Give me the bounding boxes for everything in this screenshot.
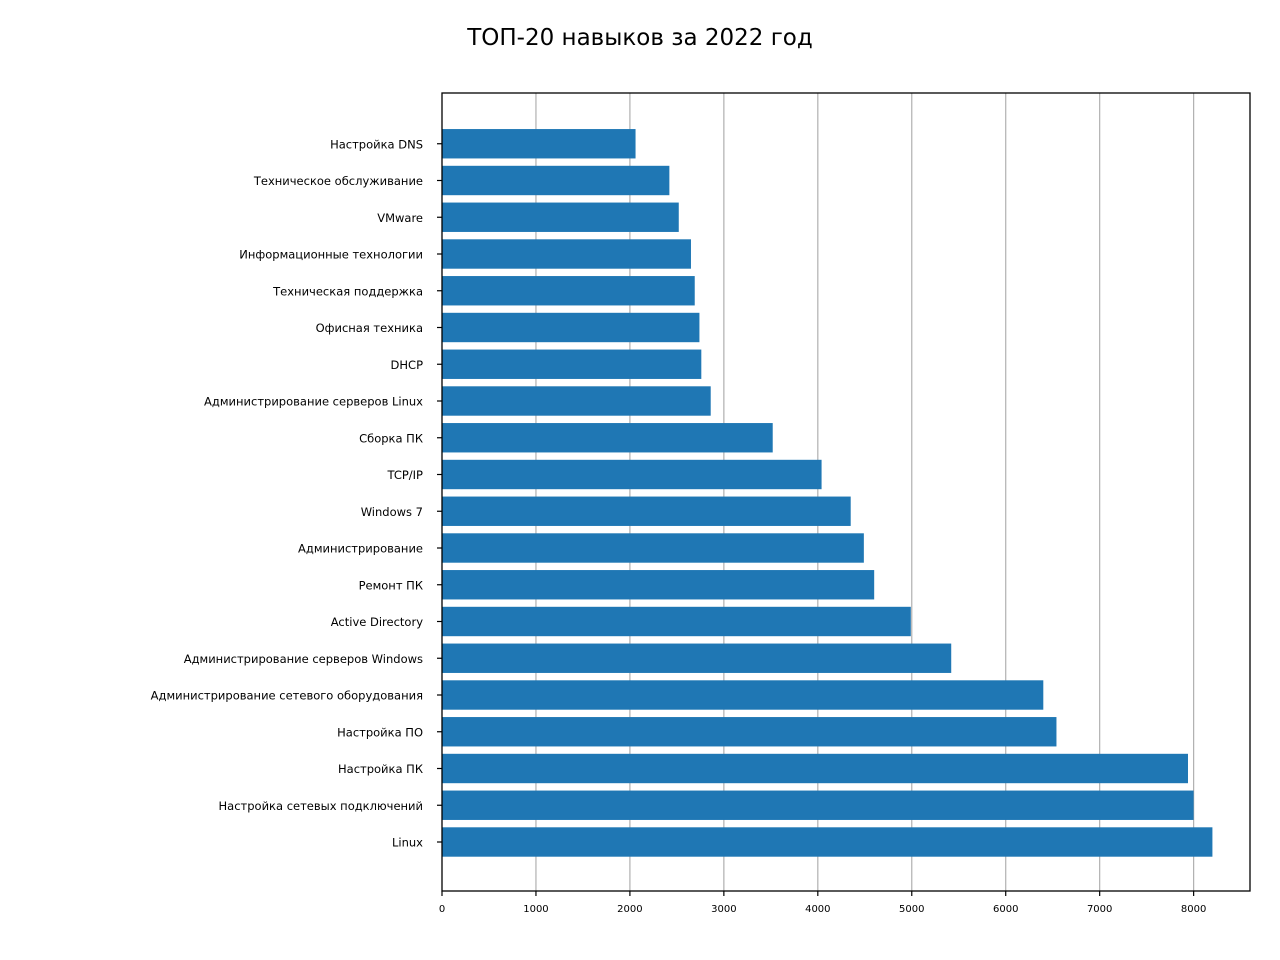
x-tick-label: 6000 bbox=[993, 904, 1018, 915]
bar bbox=[442, 570, 875, 600]
y-tick-label: TCP/IP bbox=[386, 468, 423, 482]
bar bbox=[442, 606, 911, 637]
y-axis-ticks: Linux Настройка сетевых подключений Настро… bbox=[151, 137, 442, 850]
bar bbox=[442, 753, 1188, 784]
y-tick-label: Windows 7 bbox=[361, 505, 423, 519]
y-tick-label: Информационные технологии bbox=[239, 248, 423, 262]
bar bbox=[442, 312, 700, 343]
y-tick-label: Linux bbox=[392, 836, 423, 850]
bar bbox=[442, 643, 952, 673]
y-tick-label: Настройка сетевых подключений bbox=[219, 799, 423, 813]
bar bbox=[442, 202, 679, 232]
bar bbox=[442, 680, 1044, 710]
bar bbox=[442, 386, 711, 416]
y-tick-label: Настройка ПК bbox=[338, 762, 423, 776]
y-tick-label: Администрирование серверов Linux bbox=[204, 395, 423, 409]
bar bbox=[442, 533, 864, 563]
bar bbox=[442, 496, 851, 526]
bar bbox=[442, 827, 1213, 857]
y-tick-label: DHCP bbox=[391, 358, 424, 372]
x-tick-label: 4000 bbox=[805, 904, 830, 915]
y-tick-label: Администрирование серверов Windows bbox=[184, 652, 423, 666]
x-tick-label: 2000 bbox=[617, 904, 642, 915]
y-tick-label: Настройка ПО bbox=[337, 725, 423, 739]
bar bbox=[442, 423, 773, 453]
x-tick-label: 7000 bbox=[1087, 904, 1112, 915]
y-tick-label: Ремонт ПК bbox=[359, 578, 423, 592]
bars bbox=[442, 129, 1213, 857]
y-tick-label: Офисная техника bbox=[316, 321, 423, 335]
y-tick-label: Администрирование сетевого оборудования bbox=[151, 689, 423, 703]
bar bbox=[442, 165, 670, 196]
x-tick-label: 8000 bbox=[1181, 904, 1206, 915]
bar bbox=[442, 459, 822, 490]
plot-frame bbox=[441, 92, 1251, 892]
x-axis-ticks: 0 1000 2000 3000 4000 5000 6000 7000 8000 bbox=[439, 891, 1206, 915]
y-tick-label: Active Directory bbox=[331, 615, 423, 629]
y-tick-label: Техническое обслуживание bbox=[253, 174, 423, 188]
bar bbox=[442, 790, 1194, 820]
y-tick-label: Настройка DNS bbox=[330, 137, 423, 151]
bar bbox=[442, 129, 636, 159]
bar bbox=[442, 349, 702, 379]
x-tick-label: 1000 bbox=[523, 904, 548, 915]
y-tick-label: Администрирование bbox=[298, 542, 423, 556]
chart-title: ТОП-20 навыков за 2022 год bbox=[466, 25, 813, 51]
y-tick-label: Сборка ПК bbox=[359, 431, 423, 445]
bar bbox=[442, 717, 1057, 747]
y-tick-label: Техническая поддержка bbox=[272, 284, 423, 298]
x-tick-label: 5000 bbox=[899, 904, 924, 915]
bar bbox=[442, 239, 691, 269]
x-tick-label: 0 bbox=[439, 904, 445, 915]
bar bbox=[442, 276, 695, 306]
y-tick-label: VMware bbox=[377, 211, 423, 225]
x-tick-label: 3000 bbox=[711, 904, 736, 915]
